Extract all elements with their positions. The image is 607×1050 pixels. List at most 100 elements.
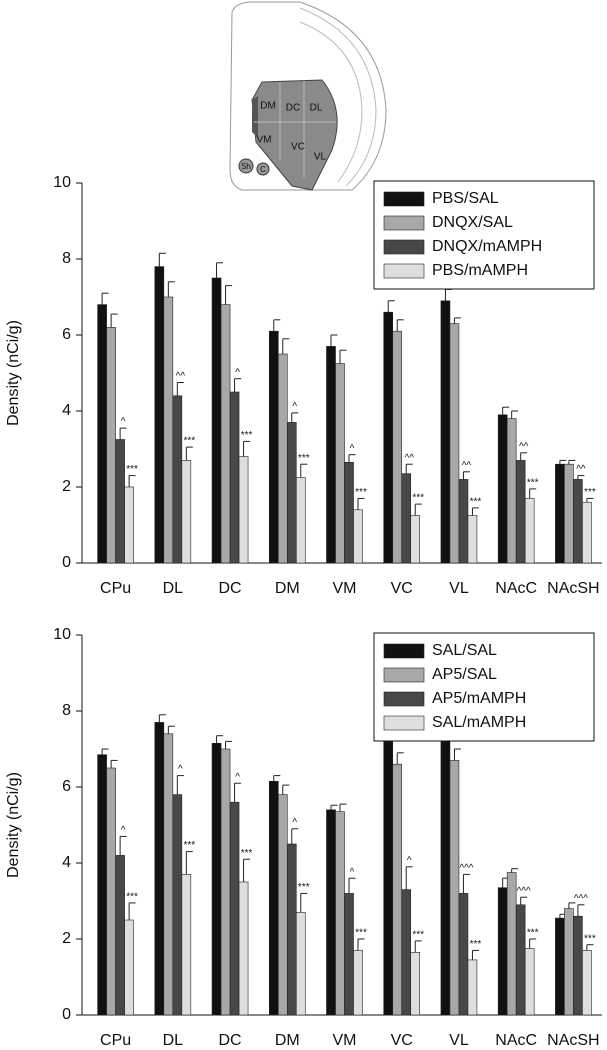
septum-strip — [252, 96, 258, 138]
significance-label: *** — [298, 453, 310, 464]
x-tick-label: VC — [391, 580, 413, 597]
bar — [344, 893, 354, 1016]
significance-label: *** — [584, 487, 596, 498]
bar — [181, 874, 192, 1016]
bar — [277, 794, 288, 1016]
bar — [573, 915, 583, 1016]
legend-swatch — [383, 239, 425, 255]
legend-swatch — [383, 215, 425, 231]
x-tick-label: NAcSH — [547, 1032, 599, 1049]
region-label: VM — [257, 135, 272, 146]
bar — [295, 477, 306, 564]
significance-label: ^^^ — [574, 893, 588, 904]
legend-swatch — [383, 691, 425, 707]
brain-diagram: DM DC DL VM VC VL Sh C — [229, 1, 387, 191]
y-axis-label: Density (nCi/g) — [5, 320, 22, 426]
bar — [106, 327, 116, 564]
bar — [277, 353, 288, 564]
legend-label: AP5/SAL — [432, 666, 497, 683]
bar — [497, 887, 508, 1016]
significance-label: ^^ — [176, 371, 186, 382]
significance-label: ^ — [350, 867, 355, 878]
bar — [440, 739, 451, 1016]
bar — [97, 304, 107, 564]
region-label: Sh — [241, 162, 251, 171]
bar — [449, 760, 460, 1016]
significance-label: ^^ — [405, 453, 415, 464]
significance-label: *** — [527, 928, 539, 939]
significance-label: ^ — [292, 817, 297, 828]
bar — [506, 872, 517, 1016]
x-tick-label: NAcC — [495, 580, 537, 597]
bar — [401, 473, 412, 564]
bar — [326, 346, 336, 564]
x-tick-label: VM — [333, 580, 357, 597]
significance-label: *** — [298, 882, 310, 893]
significance-label: ^^ — [462, 460, 472, 471]
x-tick-label: NAcSH — [547, 580, 599, 597]
x-tick-label: DM — [275, 1032, 300, 1049]
bar — [515, 460, 526, 564]
bar — [344, 461, 354, 564]
bar — [124, 486, 134, 564]
bar — [582, 501, 592, 564]
bar — [353, 509, 363, 564]
y-tick-label: 0 — [62, 1006, 71, 1023]
significance-label: *** — [183, 840, 195, 851]
significance-label: *** — [241, 430, 253, 441]
bar — [238, 456, 249, 564]
bar — [172, 794, 183, 1016]
significance-label: *** — [412, 930, 424, 941]
bar — [410, 515, 421, 564]
bar — [115, 855, 125, 1016]
bar — [573, 479, 583, 564]
significance-label: *** — [527, 478, 539, 489]
x-tick-label: DM — [275, 580, 300, 597]
bar — [295, 912, 306, 1016]
y-tick-label: 2 — [62, 930, 71, 947]
bar — [353, 950, 363, 1016]
significance-label: ^ — [235, 367, 240, 378]
x-tick-label: VC — [391, 1032, 413, 1049]
core-circle — [256, 162, 270, 176]
significance-label: ^ — [407, 855, 412, 866]
significance-label: *** — [412, 493, 424, 504]
y-tick-label: 0 — [62, 554, 71, 571]
significance-label: ^ — [350, 443, 355, 454]
significance-label: *** — [355, 487, 367, 498]
bar — [582, 950, 592, 1016]
shell-circle — [238, 158, 254, 174]
bar — [564, 463, 574, 564]
x-tick-label: CPu — [100, 1032, 131, 1049]
bar — [383, 311, 394, 564]
legend-label: PBS/mAMPH — [432, 262, 528, 279]
bar — [410, 951, 421, 1016]
bar — [524, 948, 535, 1016]
bar — [383, 741, 394, 1016]
bar — [467, 515, 478, 564]
bar — [555, 463, 565, 564]
bar — [115, 439, 125, 564]
significance-label: *** — [470, 939, 482, 950]
y-tick-label: 10 — [53, 174, 71, 191]
x-tick-label: DC — [219, 1032, 242, 1049]
bar — [238, 881, 249, 1016]
bar — [154, 266, 165, 564]
legend: PBS/SAL DNQX/SAL DNQX/mAMPH PBS/mAMPH — [373, 180, 595, 290]
y-tick-label: 4 — [62, 854, 71, 871]
significance-label: *** — [470, 497, 482, 508]
bar — [555, 917, 565, 1016]
bar — [392, 763, 403, 1016]
significance-label: ^ — [178, 764, 183, 775]
bar — [268, 780, 279, 1016]
significance-label: *** — [126, 892, 138, 903]
legend-label: AP5/mAMPH — [432, 690, 526, 707]
y-tick-label: 8 — [62, 702, 71, 719]
bar — [97, 754, 107, 1016]
significance-label: ^^^ — [517, 886, 531, 897]
bar — [335, 811, 345, 1016]
cortex-line — [299, 7, 377, 187]
region-label: VL — [314, 152, 327, 163]
bar — [220, 748, 231, 1016]
